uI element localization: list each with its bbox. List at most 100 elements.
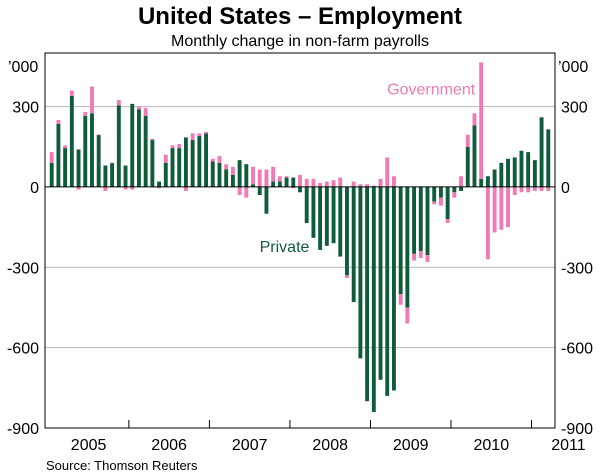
- bar-private-2005-11: [116, 105, 121, 187]
- right-units-label: ’000: [558, 59, 588, 76]
- bar-private-2005-03: [63, 148, 68, 187]
- bar-private-2007-07: [251, 184, 255, 187]
- y-tick-left--900: -900: [7, 421, 39, 438]
- bar-government-2007-12: [284, 176, 289, 178]
- bar-government-2011-02: [539, 186, 544, 191]
- bar-private-2008-04: [311, 186, 316, 238]
- gridlines: [45, 106, 555, 429]
- bar-private-2005-04: [69, 95, 74, 187]
- bar-government-2010-11: [519, 186, 524, 193]
- bar-government-2009-12: [445, 219, 450, 224]
- bar-government-2010-01: [452, 192, 457, 198]
- bar-government-2007-09: [264, 169, 269, 187]
- bar-government-2006-06: [163, 154, 168, 163]
- bar-government-2008-08: [338, 177, 343, 187]
- bar-government-2008-01: [291, 186, 296, 189]
- bar-private-2005-02: [56, 123, 61, 187]
- bar-private-2007-10: [271, 181, 276, 187]
- bar-private-2006-09: [183, 137, 188, 187]
- bar-private-2007-02: [217, 162, 222, 187]
- bar-private-2011-01: [532, 160, 537, 187]
- bar-government-2009-10: [432, 201, 437, 205]
- bar-government-2007-03: [224, 164, 229, 170]
- bar-private-2005-01: [49, 162, 54, 187]
- bar-private-2008-10: [351, 186, 356, 303]
- bar-government-2005-09: [103, 186, 108, 191]
- bar-government-2010-09: [506, 186, 510, 228]
- bar-government-2007-02: [217, 156, 222, 163]
- bar-private-2005-06: [83, 115, 88, 187]
- bar-private-2009-09: [425, 186, 430, 256]
- bar-government-2007-10: [271, 166, 276, 182]
- bar-private-2005-10: [110, 162, 115, 187]
- bar-series: [49, 62, 551, 412]
- bar-private-2007-06: [244, 164, 249, 187]
- bar-government-2006-11: [197, 133, 202, 137]
- y-tick-left-0: 0: [30, 180, 39, 197]
- chart-title: United States – Employment: [138, 3, 462, 30]
- bar-private-2010-07: [492, 169, 497, 187]
- bar-private-2006-10: [190, 140, 195, 187]
- bar-government-2007-07: [251, 166, 255, 185]
- bar-government-2006-09: [183, 186, 188, 191]
- plot-frame: [44, 52, 556, 429]
- bar-government-2009-05: [398, 294, 403, 305]
- bar-private-2009-02: [378, 186, 383, 380]
- left-units-label: ’000: [8, 59, 38, 76]
- bar-private-2010-04: [472, 125, 477, 187]
- bar-private-2005-07: [90, 113, 94, 187]
- bar-private-2006-06: [163, 162, 168, 187]
- bar-government-2005-12: [123, 186, 128, 190]
- bar-private-2006-03: [143, 115, 148, 187]
- bar-government-2008-09: [345, 275, 349, 278]
- bar-government-2010-08: [499, 186, 504, 230]
- bar-government-2009-11: [438, 197, 443, 206]
- bar-government-2006-01: [130, 186, 135, 190]
- bar-government-2009-03: [385, 157, 390, 187]
- year-dividers: [128, 420, 533, 428]
- bar-private-2008-11: [358, 186, 363, 359]
- bar-government-2010-03: [465, 134, 470, 147]
- bar-private-2005-09: [103, 165, 108, 187]
- bar-government-2008-03: [304, 178, 309, 187]
- bar-private-2008-03: [304, 186, 309, 224]
- series-label-government: Government: [387, 82, 476, 99]
- bar-private-2005-12: [123, 165, 128, 187]
- bar-government-2011-03: [546, 186, 551, 191]
- bar-private-2010-10: [512, 157, 517, 187]
- bar-private-2009-12: [445, 186, 450, 220]
- bar-private-2010-01: [452, 186, 457, 193]
- bar-government-2006-02: [137, 106, 141, 110]
- x-tick-label-2009: 2009: [393, 437, 429, 454]
- bar-private-2006-08: [177, 148, 182, 187]
- bar-government-2005-02: [56, 119, 61, 124]
- series-label-private: Private: [260, 239, 310, 256]
- bar-private-2009-10: [432, 186, 437, 202]
- bar-government-2005-05: [76, 186, 81, 190]
- bar-private-2010-06: [485, 176, 490, 187]
- bar-private-2009-06: [405, 186, 410, 308]
- bar-government-2007-05: [237, 186, 242, 195]
- bar-private-2010-09: [506, 158, 510, 187]
- bar-government-2010-02: [459, 176, 463, 187]
- y-axis-labels: 300 300 0 0 -300 -300 -600 -600 -900 -900: [7, 100, 593, 438]
- bar-government-2006-10: [190, 133, 195, 141]
- x-tick-label-2007: 2007: [232, 437, 268, 454]
- bar-private-2009-08: [418, 186, 423, 252]
- bar-government-2009-04: [392, 176, 396, 187]
- chart-subtitle: Monthly change in non-farm payrolls: [171, 33, 429, 50]
- bar-government-2010-04: [472, 113, 477, 126]
- bar-government-2007-06: [244, 186, 249, 198]
- bar-private-2006-07: [170, 148, 175, 187]
- y-tick-left--600: -600: [7, 341, 39, 358]
- bar-government-2006-07: [170, 145, 175, 149]
- y-tick-right-300: 300: [561, 100, 588, 117]
- bar-government-2006-12: [204, 132, 208, 134]
- bar-government-2008-04: [311, 178, 316, 187]
- bar-private-2009-04: [392, 186, 396, 391]
- bar-private-2009-01: [371, 186, 376, 412]
- bar-private-2006-02: [137, 109, 141, 187]
- bar-government-2010-12: [526, 186, 531, 193]
- bar-government-2006-05: [157, 186, 162, 189]
